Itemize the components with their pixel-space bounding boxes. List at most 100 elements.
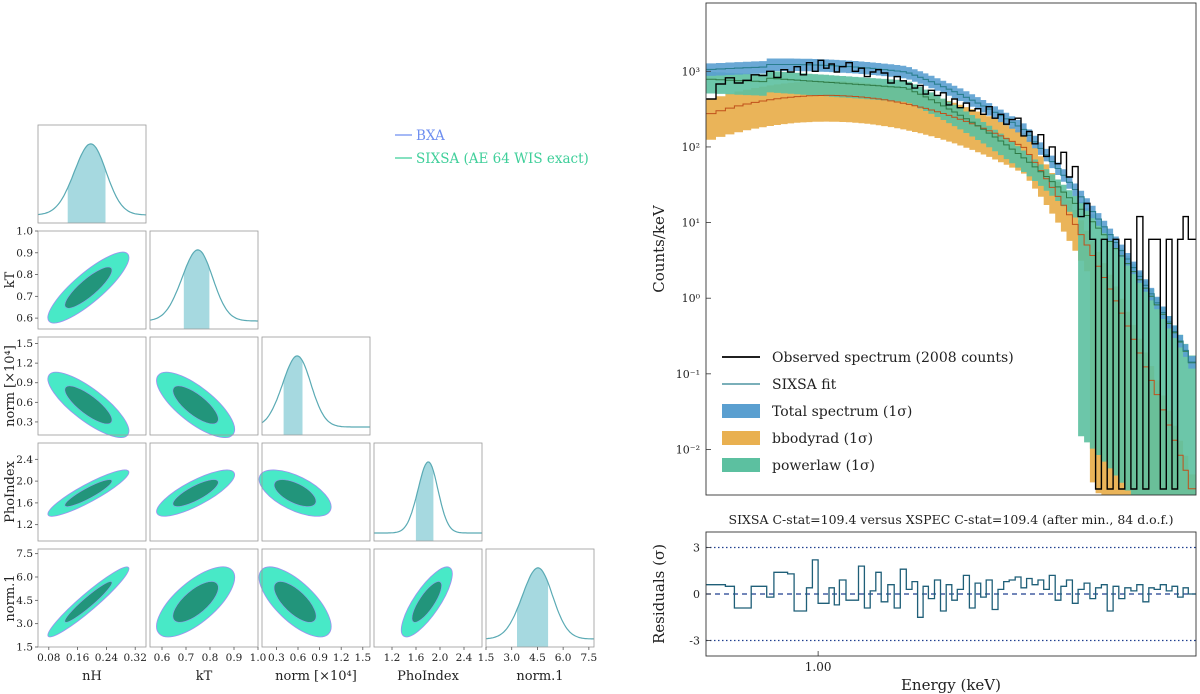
corner-cell-kT-kT bbox=[149, 230, 259, 330]
contour-1sigma bbox=[64, 385, 113, 425]
corner-cell-norm.1-norm [×10⁴]: 0.3 0.6 0.9 1.2 1.5 norm [×10⁴] bbox=[258, 548, 371, 684]
y-tick-label: 0.6 bbox=[16, 397, 33, 409]
corner-cell-PhoIndex-kT bbox=[149, 442, 259, 542]
corner-cell-norm.1-norm.1: 1.5 3.0 4.5 6.0 7.5 norm.1 bbox=[478, 548, 598, 684]
corner-cell-PhoIndex-PhoIndex bbox=[373, 442, 483, 542]
x-tick-label: 1.6 bbox=[408, 652, 425, 664]
residual-x-axis-label: Energy (keV) bbox=[901, 676, 1001, 694]
x-tick-label: 0.24 bbox=[95, 652, 119, 664]
corner-cell-norm [×10⁴]-nH: 0.3 0.6 0.9 1.2 1.5norm [×10⁴] bbox=[3, 336, 147, 438]
powerlaw-line bbox=[706, 77, 1196, 364]
cell-frame bbox=[149, 442, 259, 542]
contour-1sigma bbox=[64, 581, 113, 623]
y-tick-label: 0.8 bbox=[16, 269, 33, 281]
legend-sixsa-label: SIXSA (AE 64 WIS exact) bbox=[416, 151, 589, 167]
y-tick-label: 1.2 bbox=[16, 358, 33, 370]
spectrum-frame bbox=[705, 2, 1197, 496]
cell-frame bbox=[37, 548, 147, 648]
x-axis-label-norm.1: norm.1 bbox=[516, 669, 563, 684]
contour-1sigma bbox=[411, 581, 442, 623]
x-tick-label: 7.5 bbox=[581, 652, 598, 664]
y-tick-label: 0.9 bbox=[16, 377, 33, 389]
y-tick-label: 1.2 bbox=[16, 519, 33, 531]
x-tick-label: 0.08 bbox=[37, 652, 60, 664]
powerlaw-band bbox=[706, 70, 1196, 496]
y-axis-label-kT: kT bbox=[3, 271, 18, 288]
y-tick-label: 2.0 bbox=[16, 476, 33, 488]
spectrum-plot: 10⁻² 10⁻¹ 10⁰ 10¹ 10² 10³ Counts/keV Observed s… bbox=[650, 2, 1197, 496]
total-band bbox=[706, 58, 1196, 369]
x-axis-label-nH: nH bbox=[82, 669, 102, 684]
x-axis-label-norm [×10⁴]: norm [×10⁴] bbox=[275, 669, 357, 684]
cell-frame bbox=[373, 442, 483, 542]
observed-spectrum bbox=[706, 59, 1196, 490]
corner-legend: BXA SIXSA (AE 64 WIS exact) bbox=[395, 128, 589, 167]
posterior-curve-PhoIndex bbox=[374, 461, 482, 534]
x-tick-label: 6.0 bbox=[555, 652, 572, 664]
corner-cell-norm.1-nH: 0.08 0.16 0.24 0.32 nH 1.5 3.0 4.5 6.0 7.5 norm.1 bbox=[3, 548, 147, 684]
credible-interval-fill bbox=[283, 355, 303, 435]
contour-1sigma bbox=[273, 581, 317, 623]
y-tick-label: 1.5 bbox=[16, 642, 33, 654]
x-tick-label: 4.5 bbox=[529, 652, 546, 664]
contour-1sigma bbox=[172, 385, 219, 425]
cell-frame bbox=[149, 336, 259, 436]
x-tick-label: 2.0 bbox=[432, 652, 449, 664]
corner-cell-PhoIndex-norm [×10⁴] bbox=[258, 442, 371, 542]
credible-interval-fill bbox=[183, 249, 210, 329]
corner-cell-kT-nH: 0.6 0.7 0.8 0.9 1.0 kT bbox=[3, 226, 147, 330]
residual-y-tick-label: 0 bbox=[693, 588, 700, 601]
credible-interval-fill bbox=[517, 567, 549, 647]
spectrum-y-tick-label: 10⁰ bbox=[682, 292, 701, 305]
posterior-curve-kT bbox=[149, 249, 258, 322]
corner-cell-norm.1-kT: 0.6 0.7 0.8 0.9 1.0 kT bbox=[149, 548, 266, 684]
posterior-curve-nH bbox=[37, 143, 147, 216]
residual-plot: SIXSA C-stat=109.4 versus XSPEC C-stat=1… bbox=[650, 512, 1197, 694]
corner-cell-norm [×10⁴]-norm [×10⁴] bbox=[261, 336, 371, 436]
x-tick-label: 2.4 bbox=[456, 652, 473, 664]
y-tick-label: 1.0 bbox=[16, 226, 33, 238]
y-axis-label-PhoIndex: PhoIndex bbox=[3, 460, 18, 522]
x-tick-label: 0.6 bbox=[290, 652, 307, 664]
spectrum-y-tick-label: 10³ bbox=[682, 65, 700, 78]
cell-frame bbox=[485, 548, 595, 648]
bbodyrad-line bbox=[706, 94, 1196, 490]
x-tick-label: 0.3 bbox=[268, 652, 285, 664]
residual-title: SIXSA C-stat=109.4 versus XSPEC C-stat=1… bbox=[729, 512, 1174, 527]
spectrum-y-axis-label: Counts/keV bbox=[650, 204, 668, 293]
y-tick-label: 1.5 bbox=[16, 338, 33, 350]
y-tick-label: 1.6 bbox=[16, 497, 33, 509]
legend-label-4: powerlaw (1σ) bbox=[772, 458, 875, 474]
x-tick-label: 0.7 bbox=[178, 652, 195, 664]
credible-interval-fill bbox=[415, 461, 434, 541]
legend-swatch-2 bbox=[722, 404, 760, 418]
y-tick-label: 0.3 bbox=[16, 416, 33, 428]
spectrum-y-tick-label: 10⁻¹ bbox=[676, 368, 700, 381]
x-tick-label: 0.32 bbox=[124, 652, 147, 664]
legend-label-2: Total spectrum (1σ) bbox=[772, 404, 912, 420]
contour-1sigma bbox=[273, 479, 317, 507]
x-tick-label: 3.0 bbox=[503, 652, 520, 664]
y-tick-label: 0.7 bbox=[16, 291, 33, 303]
x-tick-label: 0.16 bbox=[66, 652, 90, 664]
cell-frame bbox=[149, 230, 259, 330]
x-tick-label: 1.5 bbox=[354, 652, 371, 664]
y-tick-label: 2.4 bbox=[16, 454, 33, 466]
posterior-curve-norm.1 bbox=[485, 567, 594, 640]
residual-x-tick-label: 1.00 bbox=[805, 660, 832, 674]
spectrum-y-tick-label: 10⁻² bbox=[676, 443, 700, 456]
legend-label-3: bbodyrad (1σ) bbox=[772, 431, 873, 447]
contour-1sigma bbox=[172, 479, 219, 507]
x-axis-label-PhoIndex: PhoIndex bbox=[397, 669, 459, 684]
legend-bxa-label: BXA bbox=[416, 128, 445, 144]
x-tick-label: 0.8 bbox=[202, 652, 219, 664]
spectrum-y-tick-label: 10¹ bbox=[682, 217, 700, 230]
residual-steps bbox=[706, 559, 1196, 618]
y-axis-label-norm [×10⁴]: norm [×10⁴] bbox=[3, 345, 18, 427]
y-tick-label: 7.5 bbox=[16, 548, 33, 560]
legend-label-1: SIXSA fit bbox=[772, 377, 837, 393]
residual-y-tick-label: 3 bbox=[693, 542, 700, 555]
